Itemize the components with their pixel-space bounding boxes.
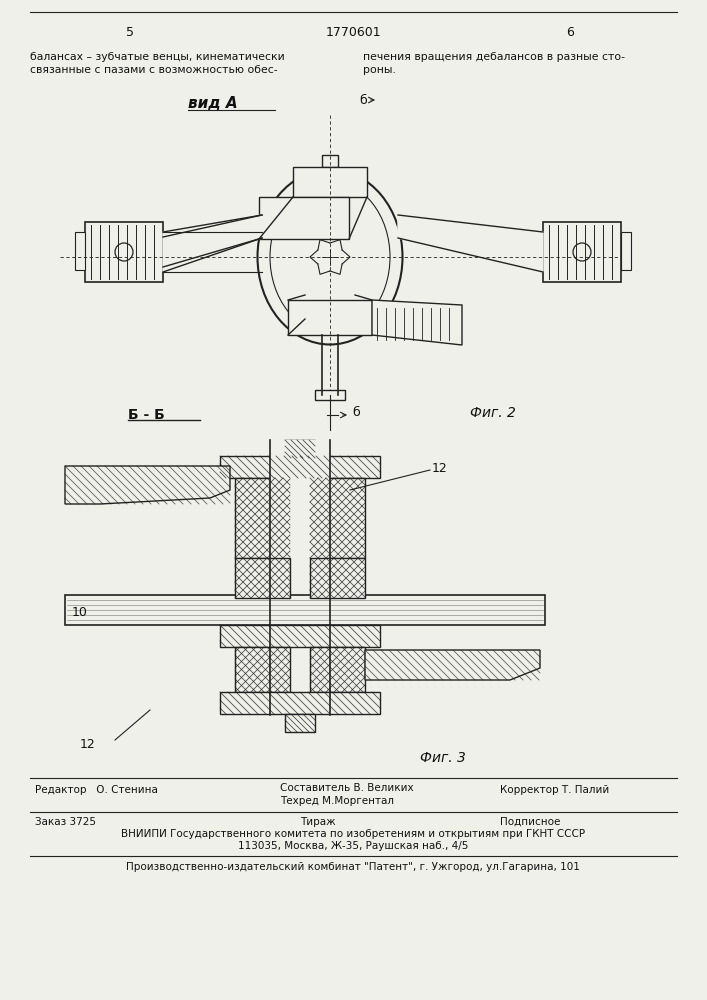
Text: Редактор   О. Стенина: Редактор О. Стенина — [35, 785, 158, 795]
Text: б: б — [359, 94, 367, 106]
Bar — [75, 232, 85, 270]
Bar — [310, 647, 365, 692]
Text: б: б — [352, 406, 360, 420]
Bar — [621, 232, 631, 270]
Text: 10: 10 — [72, 605, 88, 618]
Text: Заказ 3725: Заказ 3725 — [35, 817, 96, 827]
Text: Корректор Т. Палий: Корректор Т. Палий — [500, 785, 609, 795]
Bar — [220, 625, 380, 647]
Bar — [259, 197, 349, 239]
Text: 12: 12 — [432, 462, 448, 475]
Text: Составитель В. Великих: Составитель В. Великих — [280, 783, 414, 793]
Text: Б - Б: Б - Б — [128, 408, 165, 422]
Polygon shape — [163, 215, 262, 272]
Text: Фиг. 2: Фиг. 2 — [470, 406, 516, 420]
Text: 1770601: 1770601 — [325, 25, 381, 38]
Bar — [315, 390, 345, 400]
Text: 12: 12 — [79, 738, 95, 752]
Bar — [65, 595, 545, 625]
Bar — [235, 478, 290, 558]
Bar — [288, 300, 372, 335]
Bar — [220, 456, 380, 478]
Text: ВНИИПИ Государственного комитета по изобретениям и открытиям при ГКНТ СССР: ВНИИПИ Государственного комитета по изоб… — [121, 829, 585, 839]
Text: Фиг. 3: Фиг. 3 — [420, 751, 466, 765]
Polygon shape — [372, 300, 462, 345]
Bar — [235, 558, 290, 598]
Text: вид А: вид А — [188, 97, 238, 111]
Text: 5: 5 — [126, 25, 134, 38]
Bar — [543, 222, 621, 282]
Bar — [270, 440, 330, 715]
Text: Тираж: Тираж — [300, 817, 336, 827]
Bar — [293, 167, 367, 197]
Polygon shape — [65, 466, 230, 504]
Text: 113035, Москва, Ж-35, Раушская наб., 4/5: 113035, Москва, Ж-35, Раушская наб., 4/5 — [238, 841, 468, 851]
Bar — [322, 155, 338, 167]
Bar — [285, 714, 315, 732]
Text: печения вращения дебалансов в разные сто-
роны.: печения вращения дебалансов в разные сто… — [363, 52, 625, 75]
Text: Подписное: Подписное — [500, 817, 561, 827]
Bar — [285, 440, 315, 458]
Bar — [85, 222, 163, 282]
Bar — [235, 647, 290, 692]
Bar — [310, 478, 365, 558]
Polygon shape — [365, 650, 540, 680]
Text: Техред М.Моргентал: Техред М.Моргентал — [280, 796, 394, 806]
Text: балансах – зубчатые венцы, кинематически
связанные с пазами с возможностью обес-: балансах – зубчатые венцы, кинематически… — [30, 52, 285, 75]
Bar — [220, 692, 380, 714]
Polygon shape — [398, 215, 543, 272]
Text: 6: 6 — [566, 25, 574, 38]
Text: Производственно-издательский комбинат "Патент", г. Ужгород, ул.Гагарина, 101: Производственно-издательский комбинат "П… — [126, 862, 580, 872]
Bar — [310, 558, 365, 598]
